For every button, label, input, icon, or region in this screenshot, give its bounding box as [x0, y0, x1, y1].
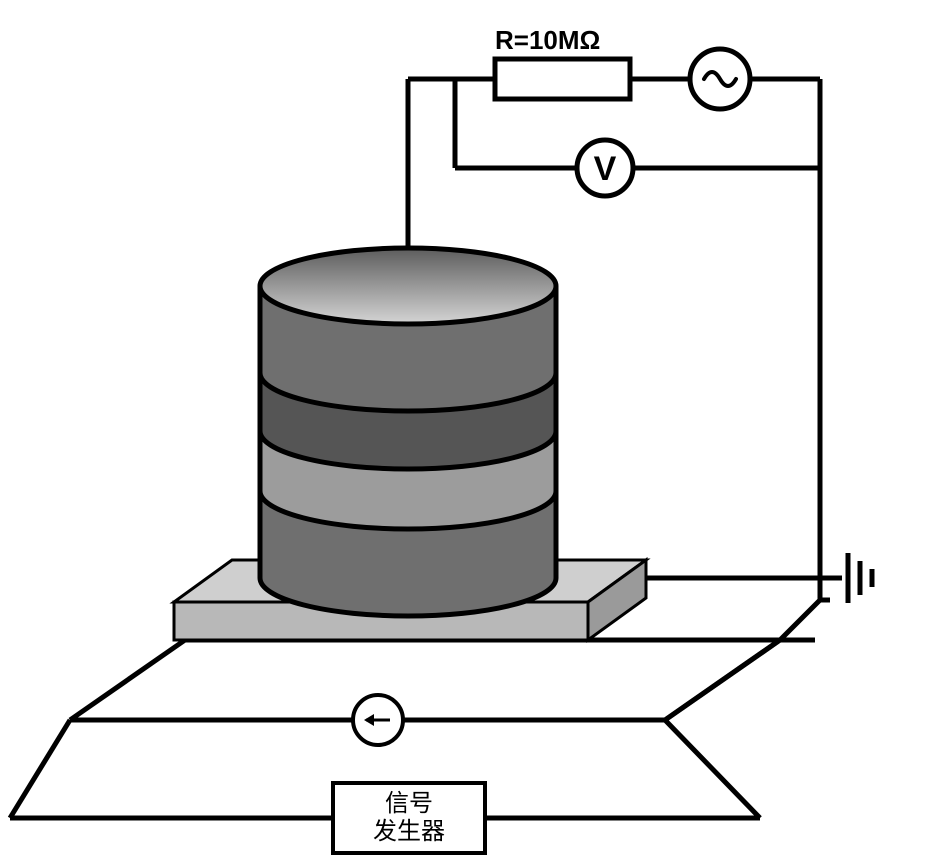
signal-box-line2: 发生器 [373, 818, 445, 845]
arrow-circle [353, 695, 403, 745]
ac-source [690, 49, 750, 109]
ground-symbol [820, 553, 872, 603]
resistor: R=10MΩ [495, 25, 630, 99]
circuit-diagram: R=10MΩ V 信号发生器 [0, 0, 951, 855]
resistor-label: R=10MΩ [495, 25, 600, 55]
signal-generator-box: 信号发生器 [333, 783, 485, 853]
voltmeter-label: V [594, 150, 617, 188]
signal-box-line1: 信号 [385, 790, 433, 817]
voltmeter: V [577, 140, 633, 196]
cylinder-stack [260, 248, 556, 616]
